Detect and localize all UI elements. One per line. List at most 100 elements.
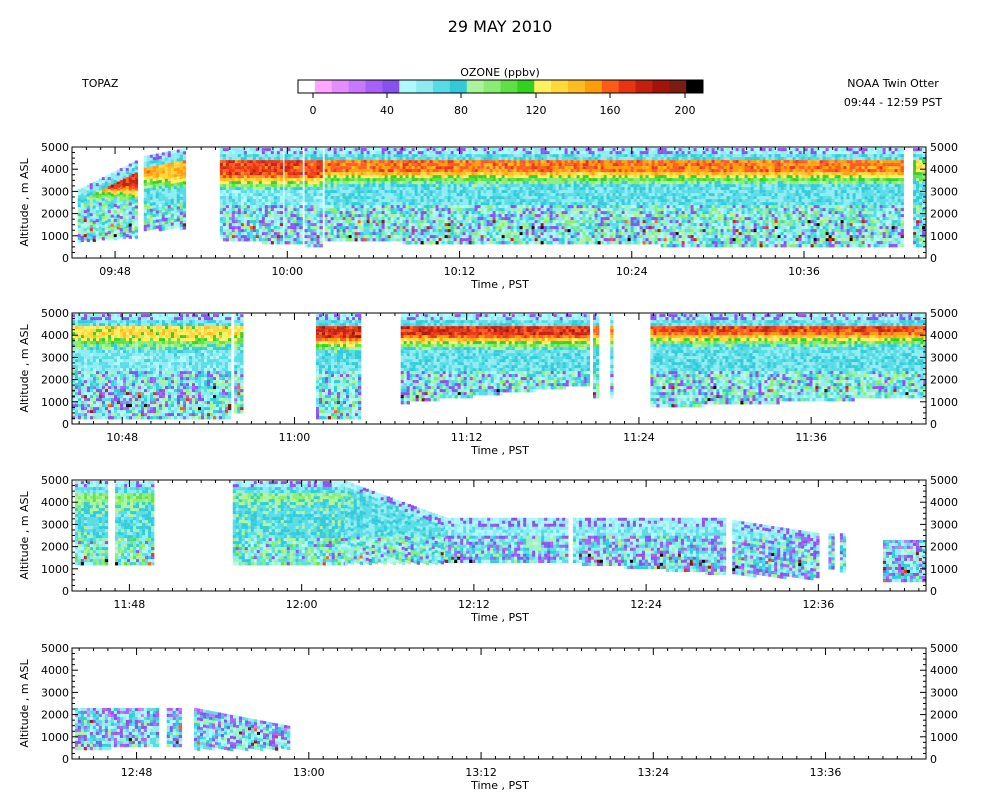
ozone-cell <box>279 241 284 245</box>
ozone-cell <box>134 223 139 227</box>
platform-label: NOAA Twin Otter <box>847 77 939 90</box>
ozone-cell <box>279 163 284 167</box>
ozone-cell <box>182 205 187 209</box>
ozone-cell <box>319 160 323 164</box>
ozone-cell <box>319 172 323 176</box>
ozone-cell <box>182 202 187 206</box>
colorbar-cell <box>652 80 670 93</box>
colorbar-cell <box>365 80 383 93</box>
colorbar-cell <box>483 80 501 93</box>
ozone-cell <box>279 211 284 215</box>
ozone-cell <box>182 211 187 215</box>
ozone-cell <box>279 199 284 203</box>
ozone-cell <box>182 157 187 161</box>
ozone-cell <box>134 163 139 167</box>
colorbar-title: OZONE (ppbv) <box>460 66 540 79</box>
ozone-cell <box>182 175 187 179</box>
ozone-cell <box>279 166 284 170</box>
ozone-cell <box>182 154 187 158</box>
ozone-cell <box>182 151 187 155</box>
ozone-cell <box>182 199 187 203</box>
ozone-cell <box>134 184 139 188</box>
colorbar-frame <box>297 79 704 94</box>
ozone-cell <box>279 214 284 218</box>
ozone-cell <box>279 232 284 236</box>
ozone-cell <box>279 157 284 161</box>
colorbar-tick-label: 120 <box>526 104 547 117</box>
ozone-cell <box>279 220 284 224</box>
colorbar-cell <box>416 80 434 93</box>
ozone-cell <box>182 181 187 185</box>
colorbar-cell <box>584 80 603 93</box>
ozone-cell <box>134 175 139 179</box>
ozone-cell <box>279 181 284 185</box>
ozone-cell <box>182 193 187 197</box>
ozone-cell <box>182 178 187 182</box>
ozone-cell <box>279 175 284 179</box>
ozone-cell <box>134 232 139 236</box>
ozone-cell <box>182 190 187 194</box>
ozone-cell <box>319 181 323 185</box>
colorbar-cell <box>601 80 620 93</box>
ozone-cell <box>134 190 139 194</box>
ozone-cell <box>134 202 139 206</box>
colorbar-cell <box>298 80 316 93</box>
ozone-cell <box>279 217 284 221</box>
ozone-cell <box>134 160 139 164</box>
ozone-cell <box>279 151 284 155</box>
panel-curtain <box>77 147 926 258</box>
ozone-cell <box>134 220 139 224</box>
ozone-cell <box>182 148 187 152</box>
speckle-overlay <box>284 147 302 258</box>
ozone-cell <box>279 184 284 188</box>
ozone-cell <box>279 196 284 200</box>
instrument-label: TOPAZ <box>81 77 119 90</box>
ozone-cell <box>182 172 187 176</box>
ozone-cell <box>319 205 323 209</box>
ozone-cell <box>319 238 323 242</box>
ozone-cell <box>319 178 323 182</box>
ozone-cell <box>182 226 187 230</box>
ozone-cell <box>279 202 284 206</box>
colorbar-tick-label: 40 <box>380 104 394 117</box>
ozone-cell <box>319 220 323 224</box>
ozone-cell <box>134 208 139 212</box>
colorbar-cell <box>534 80 552 93</box>
ozone-cell <box>319 196 323 200</box>
ozone-cell <box>182 208 187 212</box>
ozone-cell <box>319 190 323 194</box>
colorbar-cell <box>686 80 704 93</box>
ozone-cell <box>319 193 323 197</box>
colorbar-ticks: 0 40 80 120 160 200 <box>310 93 696 117</box>
ozone-cell <box>279 190 284 194</box>
ozone-cell <box>319 226 323 230</box>
ozone-cell <box>279 187 284 191</box>
ozone-cell <box>134 214 139 218</box>
colorbar-cell <box>568 80 586 93</box>
colorbar-tick-label: 200 <box>675 104 696 117</box>
ozone-cell <box>319 232 323 236</box>
ozone-cell <box>134 196 139 200</box>
ozone-cell <box>279 235 284 239</box>
ozone-cell <box>182 163 187 167</box>
ozone-cell <box>134 178 139 182</box>
ozone-cell <box>319 217 323 221</box>
ozone-cell <box>319 187 323 191</box>
ozone-cell <box>134 187 139 191</box>
ozone-cell <box>279 208 284 212</box>
ozone-cell <box>279 205 284 209</box>
ozone-cell <box>279 193 284 197</box>
colorbar-cell <box>466 80 485 93</box>
data-segment <box>143 147 187 258</box>
ozone-cell <box>134 199 139 203</box>
ozone-cell <box>319 163 323 167</box>
ozone-cell <box>279 226 284 230</box>
data-segment <box>284 147 303 258</box>
speckle-overlay <box>219 147 281 258</box>
ozone-cell <box>279 172 284 176</box>
colorbar-tick-label: 0 <box>310 104 317 117</box>
ozone-cell <box>279 178 284 182</box>
ozone-cell <box>319 241 323 245</box>
